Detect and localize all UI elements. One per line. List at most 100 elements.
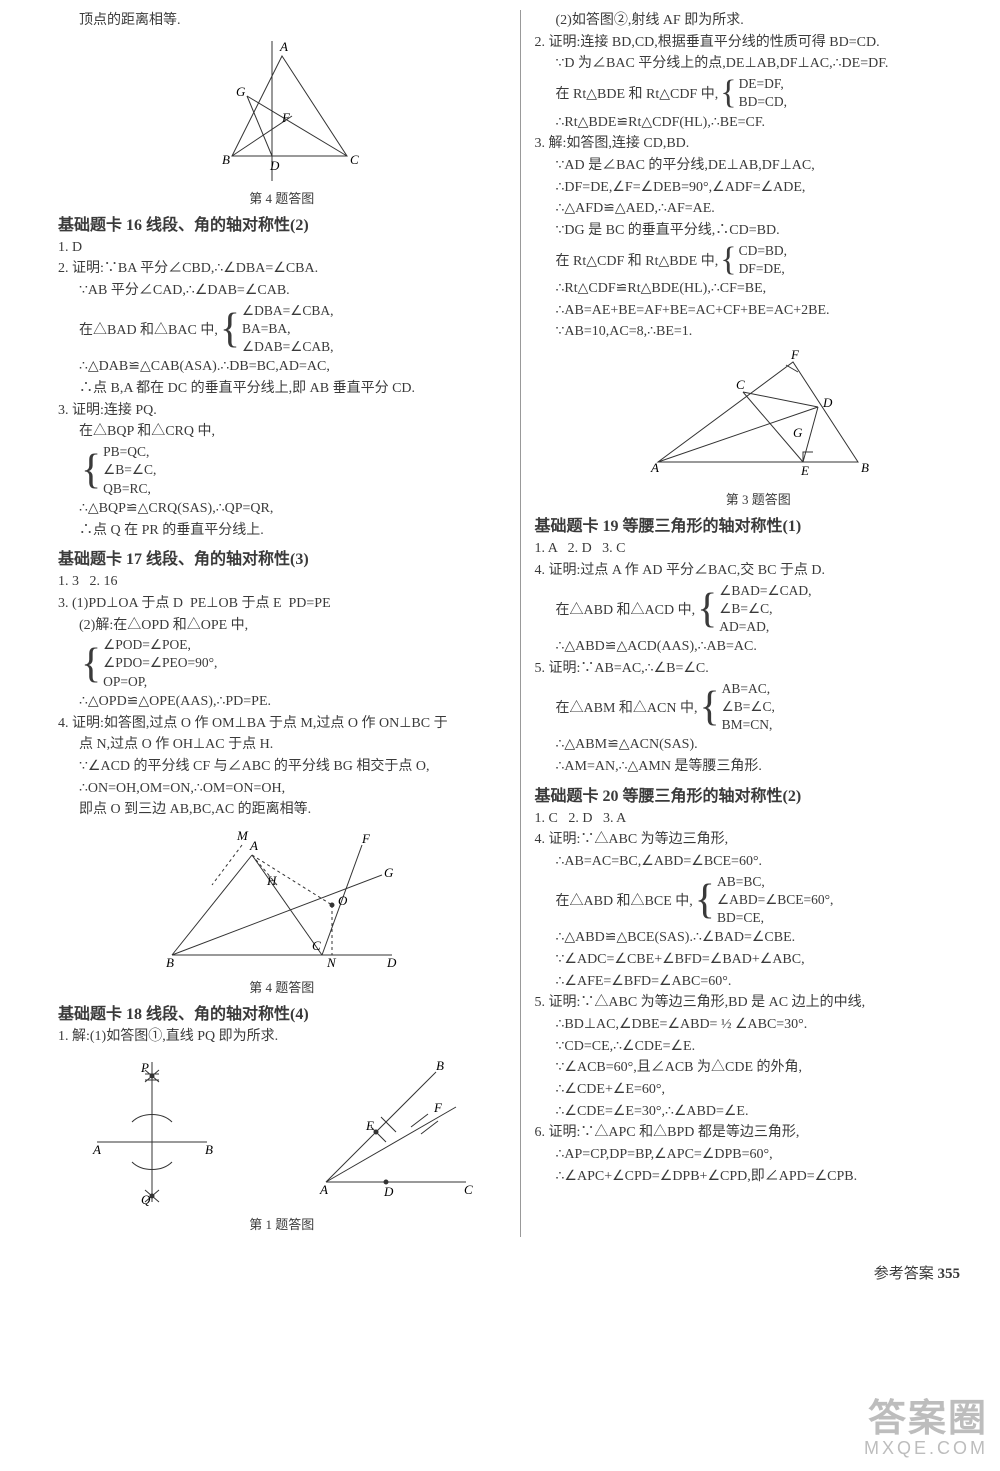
svg-text:D: D xyxy=(822,395,833,410)
text: ∴AM=AN,∴△AMN 是等腰三角形. xyxy=(535,756,983,778)
text: 顶点的距离相等. xyxy=(58,10,506,32)
svg-text:②: ② xyxy=(391,1210,404,1212)
text: 5. 证明:∵△ABC 为等边三角形,BD 是 AC 边上的中线, xyxy=(535,992,983,1014)
brace-group: 在 Rt△BDE 和 Rt△CDF 中, { DE=DF, BD=CD, xyxy=(535,75,983,111)
svg-text:F: F xyxy=(361,831,371,846)
svg-text:B: B xyxy=(166,955,174,970)
text: 点 N,过点 O 作 OH⊥AC 于点 H. xyxy=(58,734,506,756)
text: 1. 3 2. 16 xyxy=(58,571,506,593)
text: ∵CD=CE,∴∠CDE=∠E. xyxy=(535,1036,983,1058)
text: ∴AB=AE+BE=AF+BE=AC+CF+BE=AC+2BE. xyxy=(535,300,983,322)
svg-text:F: F xyxy=(281,110,291,125)
text: 6. 证明:∵△APC 和△BPD 都是等边三角形, xyxy=(535,1122,983,1144)
svg-text:G: G xyxy=(384,865,394,880)
text: ∴Rt△CDF≌Rt△BDE(HL),∴CF=BE, xyxy=(535,278,983,300)
svg-text:E: E xyxy=(800,463,809,478)
figure-caption: 第 4 题答图 xyxy=(58,188,506,207)
text: ∵∠ADC=∠CBE+∠BFD=∠BAD+∠ABC, xyxy=(535,949,983,971)
footer-page-number: 355 xyxy=(938,1266,961,1282)
column-divider xyxy=(520,10,521,1237)
text: ∴△ABD≌△ACD(AAS),∴AB=AC. xyxy=(535,636,983,658)
figure-18-1a: P Q A B ① xyxy=(87,1052,217,1212)
text: ∴∠AFE=∠BFD=∠ABC=60°. xyxy=(535,971,983,993)
text: ∴∠CDE+∠E=60°, xyxy=(535,1079,983,1101)
svg-text:C: C xyxy=(350,152,359,167)
text: 2. 证明:∵BA 平分∠CBD,∴∠DBA=∠CBA. xyxy=(58,258,506,280)
figure-caption: 第 4 题答图 xyxy=(58,977,506,996)
svg-text:A: A xyxy=(279,39,288,54)
brace-group: { PB=QC, ∠B=∠C, QB=RC, xyxy=(58,443,506,498)
text: 3. 证明:连接 PQ. xyxy=(58,400,506,422)
text: ∵∠ACD 的平分线 CF 与∠ABC 的平分线 BG 相交于点 O, xyxy=(58,756,506,778)
text: ∴ON=OH,OM=ON,∴OM=ON=OH, xyxy=(58,778,506,800)
text: 5. 证明:∵AB=AC,∴∠B=∠C. xyxy=(535,658,983,680)
text: 在△BQP 和△CRQ 中, xyxy=(58,421,506,443)
text: ∵∠ACB=60°,且∠ACB 为△CDE 的外角, xyxy=(535,1057,983,1079)
svg-text:B: B xyxy=(861,460,869,475)
text: 1. C 2. D 3. A xyxy=(535,808,983,830)
svg-text:N: N xyxy=(326,955,337,970)
text: 3. (1)PD⊥OA 于点 D PE⊥OB 于点 E PD=PE xyxy=(58,593,506,615)
svg-text:O: O xyxy=(338,893,348,908)
text: ∴AP=CP,DP=BP,∠APC=∠DPB=60°, xyxy=(535,1144,983,1166)
svg-text:A: A xyxy=(650,460,659,475)
text: ∵AB=10,AC=8,∴BE=1. xyxy=(535,321,983,343)
figure-4a: A B C D F G xyxy=(192,36,372,186)
svg-text:B: B xyxy=(222,152,230,167)
text: 2. 证明:连接 BD,CD,根据垂直平分线的性质可得 BD=CD. xyxy=(535,32,983,54)
text: 即点 O 到三边 AB,BC,AC 的距离相等. xyxy=(58,799,506,821)
text: ∵AB 平分∠CAD,∴∠DAB=∠CAB. xyxy=(58,280,506,302)
section-title-20: 基础题卡 20 等腰三角形的轴对称性(2) xyxy=(535,782,983,806)
text: ∴∠CDE=∠E=30°,∴∠ABD=∠E. xyxy=(535,1101,983,1123)
watermark-text-2: MXQE.COM xyxy=(864,1438,988,1459)
page-footer: 参考答案 355 xyxy=(874,1262,960,1283)
text: ∴△ABM≌△ACN(SAS). xyxy=(535,734,983,756)
svg-text:A: A xyxy=(249,838,258,853)
text: ∴△ABD≌△BCE(SAS).∴∠BAD=∠CBE. xyxy=(535,927,983,949)
svg-text:F: F xyxy=(433,1100,443,1115)
text: ∴BD⊥AC,∠DBE=∠ABD= ½ ∠ABC=30°. xyxy=(535,1014,983,1036)
text: 1. 解:(1)如答图①,直线 PQ 即为所求. xyxy=(58,1026,506,1048)
text: ∴△BQP≌△CRQ(SAS),∴QP=QR, xyxy=(58,498,506,520)
text: (2)解:在△OPD 和△OPE 中, xyxy=(58,615,506,637)
svg-text:H: H xyxy=(266,873,277,888)
text: 4. 证明:过点 A 作 AD 平分∠BAC,交 BC 于点 D. xyxy=(535,560,983,582)
brace-group: { ∠POD=∠POE, ∠PDO=∠PEO=90°, OP=OP, xyxy=(58,636,506,691)
footer-label: 参考答案 xyxy=(874,1266,934,1282)
figure-17-4: AM BND FG OH C xyxy=(152,825,412,975)
svg-text:A: A xyxy=(319,1182,328,1197)
text: ∴AB=AC=BC,∠ABD=∠BCE=60°. xyxy=(535,851,983,873)
text: ∴△AFD≌△AED,∴AF=AE. xyxy=(535,198,983,220)
figure-caption: 第 1 题答图 xyxy=(58,1214,506,1233)
svg-text:A: A xyxy=(92,1142,101,1157)
watermark-text-1: 答案圈 xyxy=(864,1387,988,1442)
svg-text:P: P xyxy=(140,1060,149,1075)
text: 3. 解:如答图,连接 CD,BD. xyxy=(535,133,983,155)
svg-text:B: B xyxy=(436,1058,444,1073)
section-title-16: 基础题卡 16 线段、角的轴对称性(2) xyxy=(58,211,506,235)
svg-text:F: F xyxy=(790,347,800,362)
svg-text:E: E xyxy=(365,1118,374,1133)
text: 1. D xyxy=(58,237,506,259)
text: ∴△DAB≌△CAB(ASA).∴DB=BC,AD=AC, xyxy=(58,356,506,378)
section-title-19: 基础题卡 19 等腰三角形的轴对称性(1) xyxy=(535,512,983,536)
section-title-17: 基础题卡 17 线段、角的轴对称性(3) xyxy=(58,545,506,569)
figure-right-3: AB FC DG E xyxy=(643,347,873,487)
text: ∴△OPD≌△OPE(AAS),∴PD=PE. xyxy=(58,691,506,713)
svg-text:①: ① xyxy=(149,1210,162,1212)
text: 1. A 2. D 3. C xyxy=(535,538,983,560)
text: ∴DF=DE,∠F=∠DEB=90°,∠ADF=∠ADE, xyxy=(535,177,983,199)
svg-text:G: G xyxy=(793,425,803,440)
svg-text:M: M xyxy=(236,828,249,843)
brace-group: 在 Rt△CDF 和 Rt△BDE 中, { CD=BD, DF=DE, xyxy=(535,242,983,278)
brace-group: 在△ABD 和△BCE 中, { AB=BC, ∠ABD=∠BCE=60°, B… xyxy=(535,873,983,928)
brace-group: 在△ABM 和△ACN 中, { AB=AC, ∠B=∠C, BM=CN, xyxy=(535,680,983,735)
svg-text:G: G xyxy=(236,84,246,99)
text: ∴点 B,A 都在 DC 的垂直平分线上,即 AB 垂直平分 CD. xyxy=(58,378,506,400)
svg-text:Q: Q xyxy=(141,1192,151,1207)
text: 4. 证明:如答图,过点 O 作 OM⊥BA 于点 M,过点 O 作 ON⊥BC… xyxy=(58,713,506,735)
figure-18-1b: AC D B E F ② xyxy=(316,1052,476,1212)
svg-text:C: C xyxy=(312,938,321,953)
svg-text:B: B xyxy=(205,1142,213,1157)
text: ∵DG 是 BC 的垂直平分线,∴CD=BD. xyxy=(535,220,983,242)
